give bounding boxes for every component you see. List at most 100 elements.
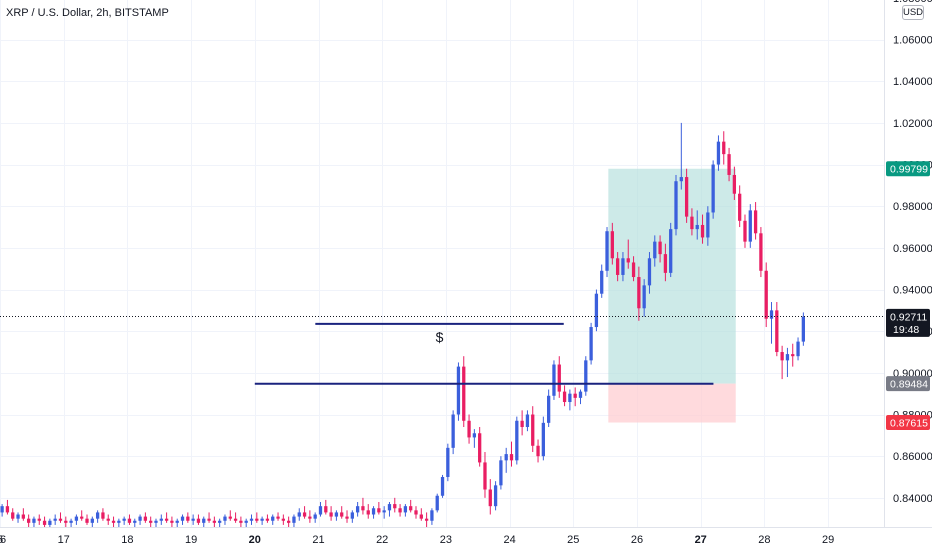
candle-down (164, 512, 169, 523)
candle-up (69, 518, 73, 527)
candle-body (0, 506, 4, 513)
candle-up (674, 174, 678, 236)
candle-body (727, 154, 731, 175)
candle-up (679, 122, 683, 190)
candle-body (37, 518, 41, 521)
price-tick-label: 0.94000 (893, 285, 932, 297)
candle-down (780, 345, 784, 380)
candle-up (695, 210, 699, 240)
candle-down (414, 506, 418, 519)
candle-body (271, 516, 275, 521)
candle-up (202, 516, 206, 527)
candle-down (106, 514, 110, 525)
candle-up (244, 518, 248, 527)
price-tick-label: 0.98000 (893, 201, 932, 213)
candle-body (265, 518, 270, 521)
candle-body (462, 366, 466, 421)
candle-down (228, 510, 232, 521)
time-tick-label: 18 (121, 534, 133, 546)
candle-down (637, 266, 641, 321)
candles (0, 122, 805, 527)
time-tick-label: 20 (249, 534, 261, 546)
candle-up (138, 514, 142, 525)
candle-up (748, 204, 752, 248)
candle-body (302, 512, 307, 517)
candle-down (64, 516, 68, 527)
candle-body (170, 520, 174, 523)
entry-price-badge-text: 0.89484 (890, 379, 928, 391)
time-tick-label: 23 (440, 534, 452, 546)
candle-up (504, 447, 508, 473)
candle-body (637, 277, 641, 309)
candle-body (557, 364, 561, 392)
candle-down (377, 502, 381, 515)
time-axis[interactable]: 516 17 18 19 20 21 22 23 24 25 26 27 28 29 (0, 534, 834, 546)
candle-body (159, 518, 163, 521)
candle-body (764, 270, 768, 319)
candle-body (493, 485, 498, 507)
candle-up (435, 493, 439, 513)
target-price-badge (886, 161, 930, 177)
candle-body (456, 366, 461, 415)
candle-body (536, 445, 540, 457)
candle-up (785, 347, 790, 378)
candle-down (398, 504, 402, 517)
line-label: $ (436, 329, 444, 345)
candle-body (292, 516, 296, 523)
candle-body (706, 212, 710, 238)
candle-up (446, 443, 450, 482)
candle-body (308, 516, 312, 519)
candle-body (218, 520, 222, 523)
candle-up (525, 410, 530, 432)
time-tick-label-partial: 5 (0, 534, 3, 546)
candle-up (334, 510, 339, 521)
candle-down (467, 414, 471, 444)
drawn-lines[interactable]: $ (254, 322, 714, 385)
candle-down (509, 441, 514, 467)
candle-body (202, 518, 206, 523)
candle-down (85, 514, 89, 525)
candle-body (21, 514, 25, 519)
candle-down (239, 516, 243, 527)
candle-up (175, 518, 179, 527)
candle-up (584, 356, 588, 396)
candle-body (684, 177, 689, 217)
candle-body (658, 241, 662, 255)
target-price-badge-text: 0.99799 (890, 164, 928, 176)
candle-body (541, 422, 545, 457)
candle-body (615, 258, 620, 275)
currency-unit-button[interactable]: USD (902, 5, 924, 20)
candle-body (424, 518, 429, 521)
candle-down (212, 516, 217, 527)
candle-body (228, 516, 232, 519)
candle-down (149, 516, 153, 527)
candle-body (249, 518, 254, 521)
candle-body (53, 518, 57, 521)
candle-body (547, 395, 551, 423)
candle-up (313, 512, 317, 523)
candle-body (122, 518, 126, 521)
candle-body (520, 420, 524, 428)
candle-down (265, 514, 270, 523)
candle-body (143, 516, 148, 521)
candle-body (223, 516, 227, 521)
long-position-tool[interactable] (608, 168, 736, 423)
time-tick-label: 24 (503, 534, 515, 546)
candle-down (478, 427, 482, 467)
candle-down (80, 510, 84, 521)
candle-down (626, 239, 630, 269)
candle-body (133, 520, 137, 523)
time-tick-label: 19 (185, 534, 197, 546)
candle-body (478, 433, 482, 463)
candle-up (456, 362, 461, 421)
candle-body (345, 516, 349, 519)
candle-down (727, 147, 731, 182)
candle-up (541, 416, 545, 461)
candle-up (653, 235, 657, 267)
candle-body (5, 506, 10, 513)
candle-up (32, 516, 36, 527)
price-tick-label: 0.86000 (893, 451, 932, 463)
candle-body (149, 520, 153, 523)
candle-body (387, 504, 392, 511)
